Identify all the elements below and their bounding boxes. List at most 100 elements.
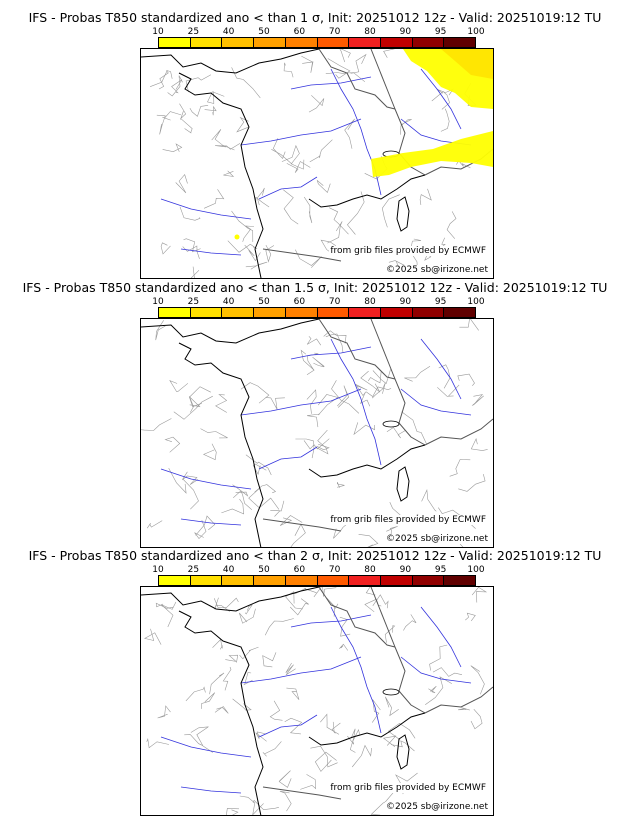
admin-boundary	[429, 644, 448, 671]
admin-boundary	[158, 70, 169, 90]
admin-boundary	[265, 244, 275, 263]
admin-boundary	[372, 369, 391, 384]
admin-boundary	[372, 594, 389, 609]
colorbar-swatch	[317, 308, 350, 317]
river	[420, 68, 462, 130]
map-canvas	[141, 587, 493, 815]
admin-boundary	[215, 394, 228, 413]
admin-boundary	[239, 608, 256, 624]
admin-boundary	[401, 411, 427, 445]
admin-boundary	[215, 143, 241, 150]
admin-boundary	[347, 728, 360, 745]
source-credit: from grib files provided by ECMWF	[329, 246, 487, 256]
admin-boundary	[155, 602, 174, 609]
colorbar-swatch	[222, 308, 255, 317]
admin-boundary	[370, 792, 394, 815]
country-border	[370, 319, 396, 380]
colorbar-label: 50	[258, 297, 270, 307]
river	[290, 614, 372, 628]
admin-boundary	[245, 261, 268, 270]
admin-boundary	[329, 207, 349, 235]
admin-boundary	[440, 108, 450, 132]
admin-boundary	[285, 662, 296, 676]
country-border	[318, 319, 396, 380]
colorbar-labels: 10 25 40 50 60 70 80 90 95 100	[152, 297, 484, 307]
admin-boundary	[244, 244, 261, 262]
admin-boundary	[300, 774, 317, 790]
admin-boundary	[255, 731, 267, 742]
coastline	[141, 319, 320, 547]
admin-boundary	[179, 206, 201, 221]
admin-boundary	[337, 385, 350, 408]
copyright-credit: ©2025 sb@irizone.net	[385, 802, 489, 812]
mediterranean-coast	[308, 444, 426, 478]
admin-boundary	[214, 597, 230, 612]
admin-boundary	[283, 189, 299, 225]
colorbar-label: 70	[328, 297, 341, 307]
admin-boundary	[262, 741, 282, 757]
admin-boundary	[365, 587, 376, 596]
river	[160, 736, 252, 758]
admin-boundary	[185, 74, 212, 93]
colorbar-swatch	[317, 576, 350, 585]
admin-boundary	[359, 391, 371, 407]
probability-area-alps	[371, 131, 493, 177]
copyright-credit: ©2025 sb@irizone.net	[385, 265, 489, 275]
admin-boundary	[236, 116, 249, 133]
admin-boundary	[350, 53, 367, 74]
admin-boundary	[308, 95, 325, 113]
admin-boundary	[437, 384, 460, 397]
country-border	[424, 418, 493, 446]
colorbar-label: 40	[222, 297, 235, 307]
colorbar-swatch	[159, 38, 191, 47]
colorbar	[158, 575, 476, 586]
admin-boundary	[156, 114, 166, 135]
colorbar-swatch	[190, 308, 223, 317]
admin-boundary	[194, 520, 207, 540]
admin-boundary	[227, 240, 258, 253]
admin-boundary	[316, 179, 331, 194]
colorbar-labels: 10 25 40 50 60 70 80 90 95 100	[152, 565, 484, 575]
admin-boundary	[239, 795, 264, 815]
admin-boundary	[161, 601, 177, 628]
admin-boundary	[283, 62, 294, 78]
admin-boundary	[295, 438, 315, 459]
admin-boundary	[353, 422, 375, 436]
admin-boundary	[404, 365, 431, 382]
admin-boundary	[167, 75, 183, 97]
admin-boundary	[164, 436, 181, 453]
colorbar-label: 100	[467, 27, 485, 37]
admin-boundary	[371, 382, 386, 399]
river	[420, 338, 462, 400]
admin-boundary	[244, 604, 253, 615]
map-canvas	[141, 319, 493, 547]
river	[240, 656, 362, 684]
colorbar-label: 100	[467, 297, 485, 307]
colorbar	[158, 37, 476, 48]
colorbar	[158, 307, 476, 318]
river	[180, 248, 242, 256]
admin-boundary	[202, 443, 217, 461]
corsica	[396, 466, 410, 502]
map-frame: from grib files provided by ECMWF ©2025 …	[140, 586, 494, 816]
colorbar-swatch	[349, 38, 381, 47]
admin-boundary	[470, 709, 483, 730]
admin-boundary	[428, 685, 437, 694]
admin-boundary	[349, 728, 356, 753]
river	[180, 518, 242, 526]
admin-boundary	[438, 364, 451, 389]
colorbar-swatch	[444, 576, 476, 585]
admin-boundary	[367, 371, 382, 384]
admin-boundary	[465, 612, 476, 622]
admin-boundary	[265, 397, 285, 410]
admin-boundary	[325, 333, 344, 353]
admin-boundary	[384, 625, 396, 643]
river	[420, 606, 462, 668]
admin-boundary	[203, 189, 225, 209]
admin-boundary	[295, 249, 322, 268]
admin-boundary	[383, 49, 395, 58]
river	[330, 338, 382, 466]
admin-boundary	[339, 616, 351, 637]
river	[258, 176, 318, 200]
country-border	[370, 587, 396, 648]
